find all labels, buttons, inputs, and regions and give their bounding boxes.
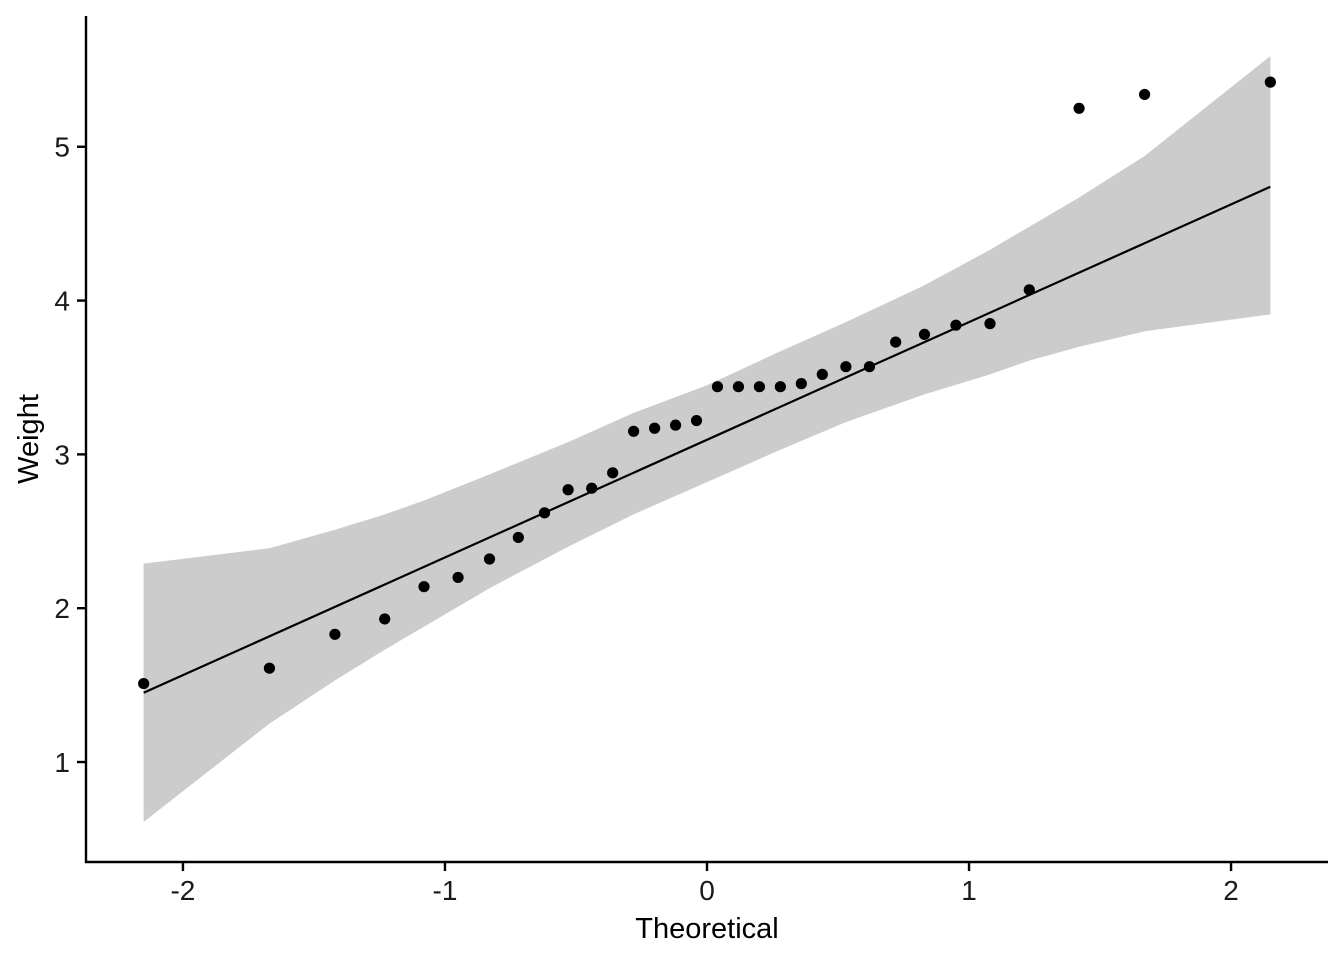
- data-point: [669, 419, 682, 431]
- x-tick-label: -2: [170, 875, 195, 906]
- y-tick-label: 1: [54, 747, 70, 778]
- x-tick-label: -1: [433, 875, 458, 906]
- data-point: [795, 378, 807, 390]
- data-point: [890, 336, 902, 348]
- x-tick-label: 1: [961, 875, 977, 906]
- data-point: [774, 381, 786, 393]
- data-point: [711, 381, 724, 393]
- y-tick-label: 2: [54, 593, 70, 624]
- data-point: [918, 328, 931, 341]
- y-tick-label: 4: [54, 286, 70, 317]
- data-point: [483, 553, 496, 565]
- data-point: [950, 319, 962, 331]
- data-point: [816, 368, 828, 380]
- data-point: [984, 318, 996, 330]
- data-point: [512, 531, 524, 544]
- x-tick-label: 2: [1223, 875, 1239, 906]
- data-point: [452, 571, 464, 584]
- data-point: [648, 422, 661, 434]
- data-point: [840, 361, 852, 373]
- data-point: [1138, 88, 1151, 101]
- data-point: [586, 482, 598, 494]
- y-tick-label: 3: [54, 439, 70, 470]
- x-axis-title: Theoretical: [635, 913, 778, 945]
- reference-line: [143, 185, 1271, 694]
- data-point: [263, 662, 276, 674]
- data-point: [138, 677, 150, 690]
- data-point: [1023, 284, 1035, 296]
- data-point: [628, 425, 640, 437]
- data-point: [753, 381, 766, 393]
- y-tick-label: 5: [54, 132, 70, 163]
- data-point: [562, 484, 574, 496]
- data-point: [732, 381, 745, 393]
- data-point: [329, 628, 341, 640]
- data-point: [538, 507, 551, 519]
- x-tick-label: 0: [699, 875, 715, 906]
- data-point: [863, 361, 876, 373]
- y-axis-title: Weight: [13, 394, 45, 484]
- data-point: [418, 581, 430, 593]
- data-point: [607, 467, 619, 479]
- data-point: [1264, 76, 1276, 88]
- data-point: [690, 414, 703, 427]
- data-point: [379, 613, 391, 625]
- data-point: [1073, 102, 1085, 114]
